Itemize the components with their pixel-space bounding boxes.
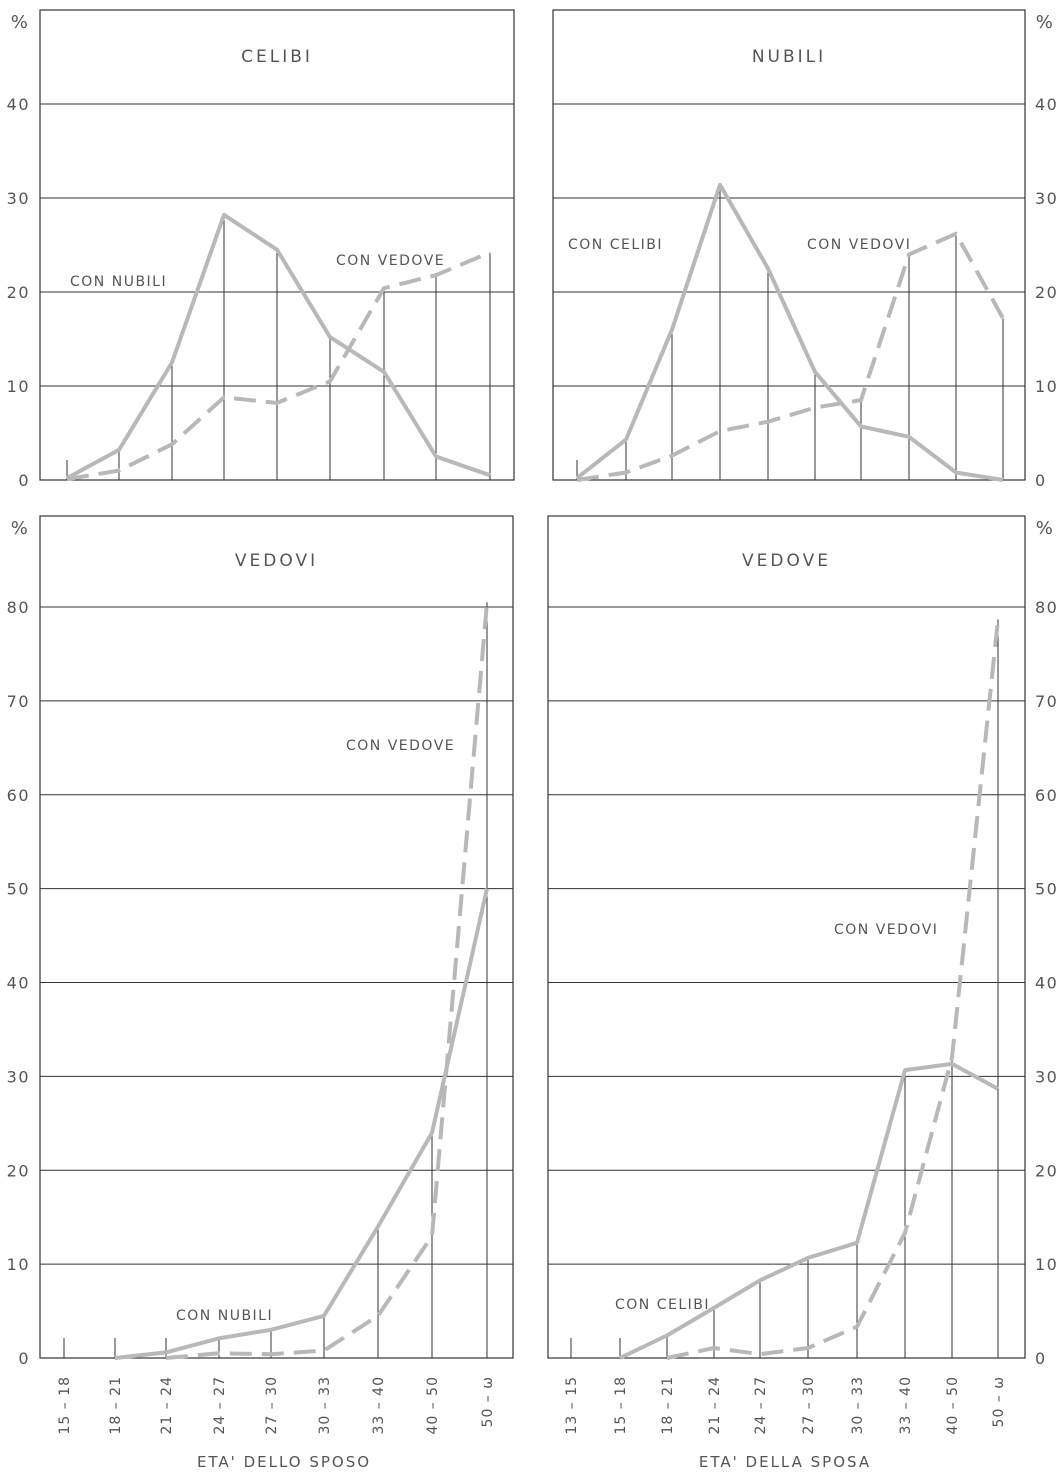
series-label: CON NUBILI [70, 274, 167, 290]
series-line-solid [66, 212, 491, 480]
x-tick-label: 30 – 33 [317, 1376, 333, 1435]
y-tick-label: 20 [7, 283, 30, 302]
y-tick-label: 40 [1035, 974, 1058, 993]
x-tick-label: 18 – 21 [660, 1376, 676, 1435]
y-axis-unit: % [1036, 518, 1055, 539]
series-label: CON VEDOVE [336, 253, 445, 269]
panel-title: CELIBI [241, 47, 313, 67]
y-tick-label: 30 [1035, 189, 1058, 208]
x-tick-label: 21 – 24 [707, 1376, 723, 1435]
panel-title: VEDOVE [742, 551, 831, 571]
series-label: CON VEDOVE [346, 738, 455, 754]
y-tick-label: 40 [1035, 95, 1058, 114]
series-label: CON VEDOVI [834, 922, 938, 938]
series-line-dashed [66, 250, 491, 482]
y-tick-label: 70 [1035, 692, 1058, 711]
y-tick-label: 0 [18, 471, 30, 490]
y-tick-label: 70 [7, 692, 30, 711]
x-tick-label: 24 – 27 [753, 1376, 769, 1435]
panel-frame [547, 515, 1026, 1359]
x-tick-label: 40 – 50 [945, 1376, 961, 1435]
series-line-dashed [576, 231, 1005, 482]
series-line-solid [114, 888, 489, 1360]
y-axis-unit: % [1036, 12, 1055, 33]
y-tick-label: 50 [7, 880, 30, 899]
x-tick-label: 50 – ω [991, 1376, 1007, 1427]
x-tick-label: 15 – 18 [613, 1376, 629, 1435]
x-tick-label: 50 – ω [480, 1376, 496, 1427]
x-tick-label: 40 – 50 [425, 1376, 441, 1435]
x-tick-label: 27 – 30 [264, 1376, 280, 1435]
series-line-dashed [165, 602, 489, 1360]
y-tick-label: 30 [1035, 1067, 1058, 1086]
y-tick-label: 20 [7, 1161, 30, 1180]
x-tick-label: 24 – 27 [212, 1376, 228, 1435]
x-axis-title-right: ETA' DELLA SPOSA [699, 1453, 871, 1471]
y-axis-unit: % [11, 12, 30, 33]
x-tick-label: 30 – 33 [850, 1376, 866, 1435]
y-tick-label: 10 [7, 1255, 30, 1274]
series-line-solid [575, 182, 1004, 482]
y-tick-label: 40 [7, 974, 30, 993]
y-tick-label: 30 [7, 189, 30, 208]
y-tick-label: 60 [7, 786, 30, 805]
x-tick-label: 27 – 30 [801, 1376, 817, 1435]
x-tick-label: 15 – 18 [57, 1376, 73, 1435]
y-tick-label: 50 [1035, 880, 1058, 899]
x-tick-label: 21 – 24 [159, 1376, 175, 1435]
y-tick-label: 20 [1035, 283, 1058, 302]
y-tick-label: 20 [1035, 1161, 1058, 1180]
x-tick-label: 33 – 40 [371, 1376, 387, 1435]
panel-title: VEDOVI [235, 551, 318, 571]
series-label: CON NUBILI [176, 1308, 273, 1324]
y-tick-label: 80 [1035, 598, 1058, 617]
y-tick-label: 10 [1035, 377, 1058, 396]
y-tick-label: 30 [7, 1067, 30, 1086]
y-tick-label: 10 [1035, 1255, 1058, 1274]
x-tick-label: 13 – 15 [564, 1376, 580, 1435]
y-tick-label: 10 [7, 377, 30, 396]
panel-title: NUBILI [752, 47, 826, 67]
y-tick-label: 0 [1035, 471, 1047, 490]
x-axis-title-left: ETA' DELLO SPOSO [197, 1453, 371, 1471]
panel-frame [39, 515, 514, 1359]
series-label: CON CELIBI [615, 1297, 710, 1313]
x-tick-label: 18 – 21 [108, 1376, 124, 1435]
series-line-solid [619, 1061, 999, 1360]
y-axis-unit: % [11, 518, 30, 539]
y-tick-label: 40 [7, 95, 30, 114]
series-label: CON CELIBI [568, 237, 663, 253]
series-label: CON VEDOVI [807, 237, 911, 253]
y-tick-label: 80 [7, 598, 30, 617]
series-line-dashed [666, 619, 1000, 1360]
y-tick-label: 0 [1035, 1349, 1047, 1368]
x-tick-label: 33 – 40 [898, 1376, 914, 1435]
y-tick-label: 0 [18, 1349, 30, 1368]
y-tick-label: 60 [1035, 786, 1058, 805]
